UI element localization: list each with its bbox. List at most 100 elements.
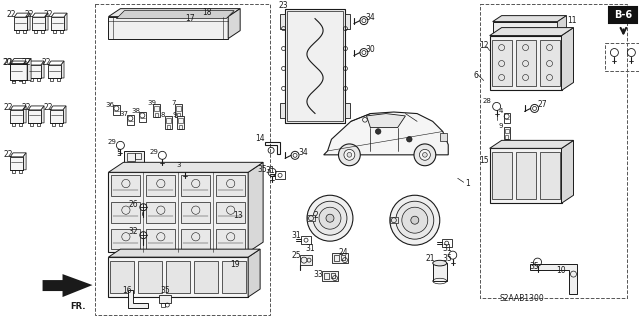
Bar	[334, 255, 339, 261]
Bar	[301, 236, 311, 244]
Bar	[111, 175, 140, 196]
Polygon shape	[228, 9, 240, 39]
Bar	[53, 30, 56, 33]
Bar	[147, 175, 175, 196]
Bar	[287, 11, 343, 122]
Circle shape	[406, 137, 412, 142]
Text: 39: 39	[148, 100, 157, 107]
Polygon shape	[248, 249, 260, 297]
Polygon shape	[63, 106, 66, 123]
Bar	[540, 152, 559, 199]
Bar	[179, 125, 182, 129]
Text: 15: 15	[479, 156, 488, 165]
Bar	[332, 253, 348, 263]
Text: 22: 22	[22, 58, 31, 67]
Bar	[490, 36, 561, 91]
Bar	[490, 148, 561, 203]
Text: 22: 22	[44, 10, 53, 19]
Bar	[57, 78, 60, 81]
Text: 35: 35	[257, 165, 267, 174]
Bar	[10, 157, 23, 170]
Bar	[178, 118, 183, 123]
Text: 14: 14	[255, 134, 265, 143]
Text: 31: 31	[266, 166, 275, 175]
Bar	[28, 65, 41, 78]
Bar	[12, 170, 15, 173]
Bar	[216, 228, 245, 249]
Text: 1: 1	[465, 179, 470, 188]
Bar	[605, 42, 639, 70]
Bar	[181, 202, 210, 223]
Bar	[12, 80, 15, 84]
Text: 7: 7	[171, 100, 175, 107]
Bar	[51, 17, 64, 30]
Bar	[216, 175, 245, 196]
Bar	[493, 22, 557, 33]
Polygon shape	[529, 264, 577, 294]
Bar	[16, 30, 19, 33]
Bar	[28, 65, 41, 78]
Bar	[111, 202, 140, 223]
Text: 12: 12	[479, 41, 488, 50]
Bar	[280, 14, 285, 29]
Polygon shape	[561, 140, 573, 203]
Polygon shape	[23, 153, 26, 170]
Bar	[492, 40, 511, 86]
Bar	[609, 7, 637, 23]
Circle shape	[411, 216, 419, 224]
Bar	[14, 17, 27, 30]
Circle shape	[390, 195, 440, 245]
Text: 34: 34	[365, 13, 375, 22]
Bar	[111, 228, 140, 249]
Text: 10: 10	[557, 266, 566, 275]
Bar	[50, 110, 63, 123]
Text: 2: 2	[314, 211, 318, 220]
Text: FR.: FR.	[71, 301, 86, 310]
Bar	[14, 17, 27, 30]
Bar	[492, 152, 511, 199]
Polygon shape	[108, 9, 240, 17]
Bar	[127, 153, 136, 161]
Polygon shape	[45, 13, 48, 30]
Bar	[136, 153, 141, 159]
Bar	[177, 116, 184, 129]
Circle shape	[422, 152, 428, 157]
Bar	[124, 163, 129, 167]
Bar	[59, 123, 62, 126]
Bar	[10, 65, 23, 78]
Text: 22: 22	[4, 103, 13, 112]
Bar	[10, 110, 23, 123]
Bar	[10, 63, 27, 80]
Bar	[37, 123, 40, 126]
Bar	[34, 30, 37, 33]
Bar	[175, 104, 182, 117]
Polygon shape	[108, 249, 260, 257]
Circle shape	[414, 144, 436, 166]
Bar	[10, 65, 23, 78]
Polygon shape	[490, 140, 573, 148]
Text: 22: 22	[25, 10, 35, 19]
Text: 25: 25	[291, 251, 301, 260]
Text: 31: 31	[442, 244, 452, 253]
Bar	[222, 261, 246, 293]
Circle shape	[326, 214, 334, 222]
Bar	[154, 106, 159, 111]
Text: 35: 35	[530, 262, 540, 271]
Bar	[10, 63, 27, 80]
Text: 31: 31	[305, 244, 315, 253]
Polygon shape	[129, 290, 148, 308]
Bar	[28, 65, 41, 78]
Circle shape	[313, 201, 347, 235]
Circle shape	[347, 152, 352, 157]
Bar	[516, 40, 536, 86]
Bar	[440, 133, 447, 141]
Text: 38: 38	[132, 108, 141, 115]
Circle shape	[344, 149, 355, 160]
Text: 24: 24	[338, 248, 348, 257]
Text: 21: 21	[425, 254, 435, 263]
Bar	[32, 17, 45, 30]
Bar	[111, 261, 134, 293]
Bar	[51, 17, 64, 30]
Polygon shape	[324, 112, 448, 155]
Text: 27: 27	[538, 100, 547, 109]
